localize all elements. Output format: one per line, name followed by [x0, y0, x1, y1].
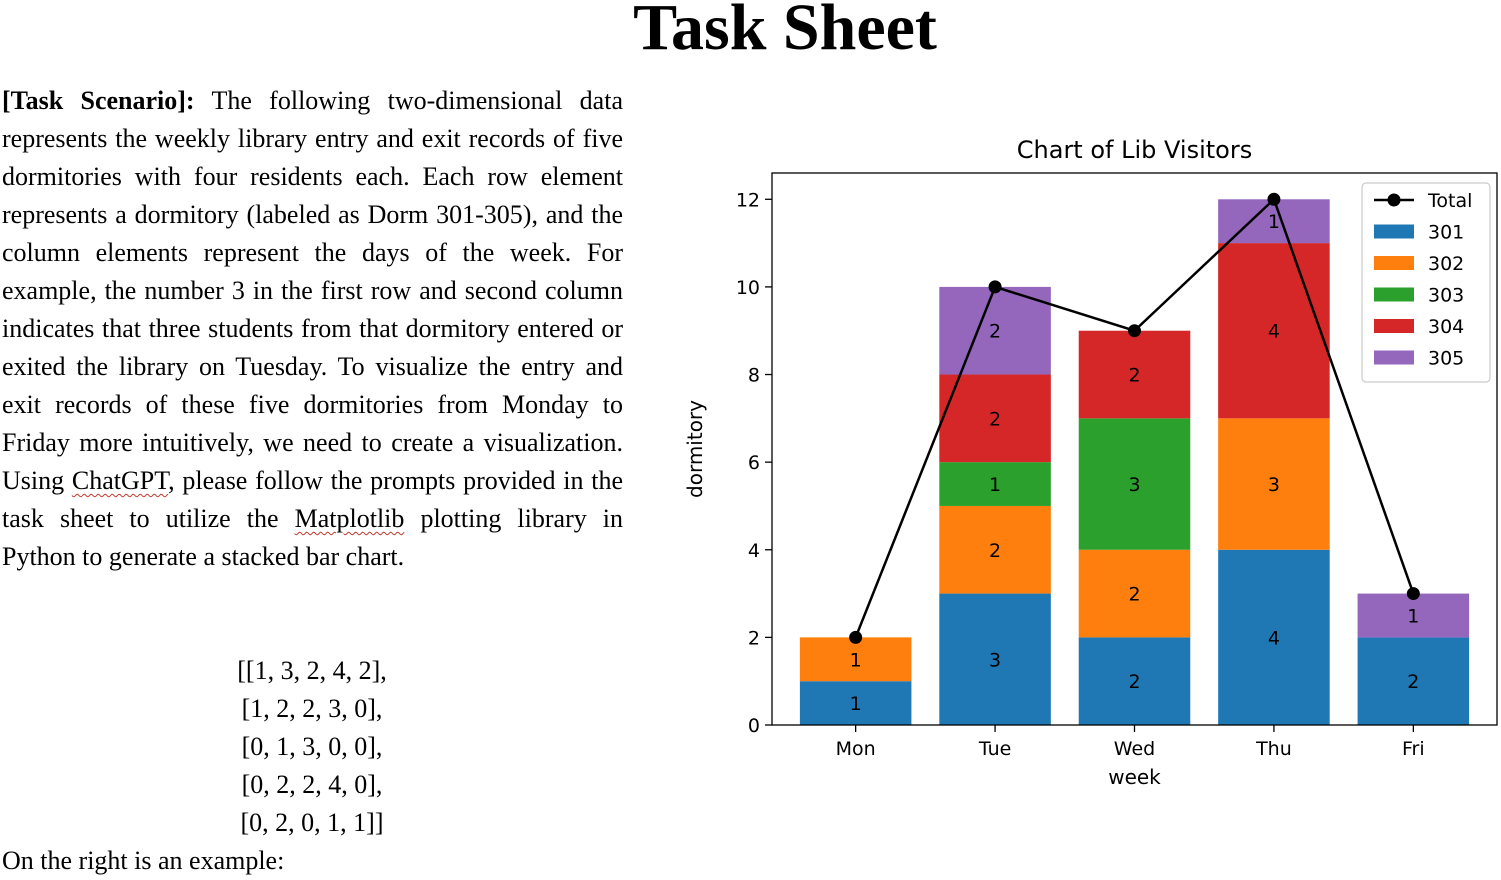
- y-tick-label: 4: [748, 540, 760, 562]
- matrix-row: [0, 2, 0, 1, 1]]: [240, 808, 384, 837]
- example-caption: On the right is an example:: [2, 846, 285, 875]
- data-matrix: [[1, 3, 2, 4, 2], [1, 2, 2, 3, 0], [0, 1…: [0, 652, 624, 842]
- y-tick-label: 12: [736, 189, 760, 211]
- bar-label: 2: [1407, 671, 1419, 693]
- chatgpt-term: ChatGPT: [71, 466, 169, 495]
- chart-title: Chart of Lib Visitors: [1017, 136, 1252, 164]
- bar-label: 2: [989, 540, 1001, 562]
- bar-label: 1: [850, 693, 862, 715]
- bar-segment-301: [1078, 637, 1191, 725]
- total-point: [1267, 192, 1281, 206]
- legend-marker-total: [1387, 193, 1401, 207]
- matrix-row: [1, 2, 2, 3, 0],: [241, 694, 383, 723]
- bar-label: 3: [1128, 474, 1140, 496]
- legend-label-302: 302: [1428, 253, 1464, 275]
- legend-label-304: 304: [1428, 316, 1464, 338]
- x-axis-label: week: [1108, 765, 1161, 789]
- scenario-label: [Task Scenario]:: [2, 86, 195, 115]
- total-point: [1406, 587, 1420, 601]
- bar-label: 3: [989, 649, 1001, 671]
- scenario-text-2: , please follow the prompts provided in …: [2, 466, 623, 533]
- y-tick-label: 0: [748, 715, 760, 737]
- bar-label: 1: [989, 474, 1001, 496]
- legend-swatch-302: [1374, 256, 1414, 270]
- y-tick-label: 8: [748, 365, 760, 387]
- x-tick-label: Fri: [1402, 738, 1425, 760]
- bar-label: 1: [1407, 605, 1419, 627]
- bar-segment-302: [799, 637, 912, 682]
- bar-segment-303: [939, 462, 1051, 506]
- bar-segment-305: [939, 286, 1051, 375]
- y-axis-label: dormitory: [683, 400, 707, 498]
- bar-segment-304: [939, 374, 1051, 463]
- bar-label: 2: [1128, 584, 1140, 606]
- bar-segment-302: [1078, 549, 1191, 638]
- legend-label-301: 301: [1428, 222, 1464, 244]
- matrix-row: [0, 2, 2, 4, 0],: [241, 770, 383, 799]
- x-tick-label: Thu: [1255, 738, 1292, 760]
- bar-label: 2: [989, 408, 1001, 430]
- matrix-row: [[1, 3, 2, 4, 2],: [237, 656, 387, 685]
- legend-swatch-301: [1374, 224, 1414, 239]
- total-point: [849, 630, 863, 644]
- bar-segment-301: [799, 681, 912, 725]
- legend-swatch-303: [1374, 287, 1414, 302]
- bar-segment-304: [1218, 243, 1330, 419]
- task-scenario-paragraph: [Task Scenario]: The following two-dimen…: [2, 82, 623, 576]
- scenario-text-3: plotting library in Python to generate a…: [2, 504, 624, 571]
- bar-label: 1: [1268, 211, 1280, 233]
- y-tick-label: 6: [748, 452, 760, 474]
- legend-label-total: Total: [1427, 190, 1472, 212]
- total-point: [988, 280, 1002, 294]
- page-title: Task Sheet: [633, 0, 937, 64]
- y-tick-label: 10: [736, 277, 760, 299]
- matrix-row: [0, 1, 3, 0, 0],: [241, 732, 383, 761]
- bar-segment-302: [1218, 418, 1330, 550]
- bar-segment-303: [1078, 418, 1191, 550]
- bar-segment-301: [939, 593, 1051, 725]
- bar-segment-304: [1078, 330, 1191, 419]
- total-point: [1128, 324, 1141, 338]
- legend-label-303: 303: [1428, 285, 1464, 307]
- matplotlib-term: Matplotlib: [294, 504, 405, 533]
- bar-segment-302: [939, 505, 1051, 594]
- legend-swatch-304: [1374, 319, 1414, 333]
- bar-label: 1: [850, 649, 862, 671]
- scenario-text-1: The following two-dimensional data repre…: [2, 86, 623, 495]
- bar-label: 2: [1128, 365, 1140, 387]
- legend-label-305: 305: [1428, 348, 1464, 370]
- bar-label: 3: [1268, 474, 1280, 496]
- bar-label: 4: [1268, 321, 1280, 343]
- x-tick-label: Mon: [836, 738, 876, 760]
- bar-label: 2: [989, 321, 1001, 343]
- bar-label: 2: [1128, 671, 1140, 693]
- bar-segment-301: [1218, 549, 1330, 725]
- legend-swatch-305: [1374, 350, 1414, 365]
- x-tick-label: Wed: [1114, 738, 1155, 760]
- bar-label: 4: [1268, 627, 1280, 649]
- y-tick-label: 2: [748, 627, 760, 649]
- bar-segment-301: [1357, 637, 1470, 725]
- x-tick-label: Tue: [978, 738, 1011, 760]
- bar-segment-305: [1357, 593, 1470, 638]
